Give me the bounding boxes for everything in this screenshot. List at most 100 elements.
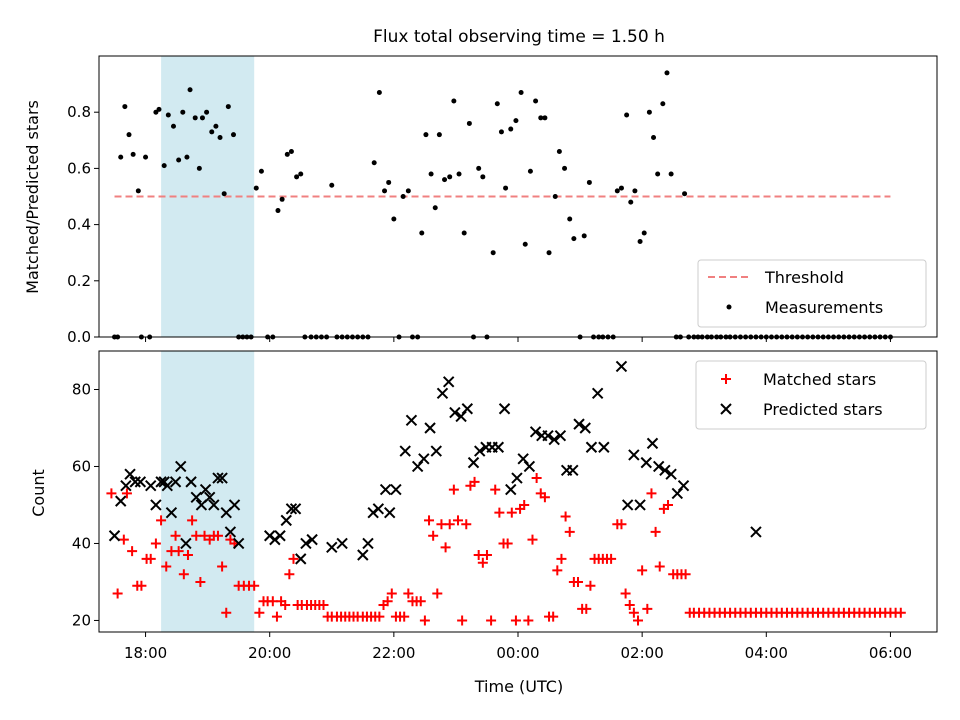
matched-point [654, 561, 665, 572]
measurement-point [518, 90, 524, 96]
measurement-point [641, 230, 647, 236]
measurement-point [204, 109, 210, 115]
matched-point [452, 515, 463, 526]
measurement-point [552, 194, 558, 199]
measurement-point [432, 205, 438, 211]
measurement-point [275, 208, 281, 214]
matched-point [374, 611, 385, 622]
bottom-xtick-label: 02:00 [621, 644, 664, 662]
measurement-point [637, 238, 643, 244]
bottom-legend: Matched stars Predicted stars [695, 360, 927, 430]
measurement-point [628, 199, 634, 205]
predicted-point [289, 503, 302, 515]
bottom-ytick-label: 40 [72, 534, 91, 552]
measurement-point [476, 165, 482, 171]
measurement-point [221, 191, 227, 197]
matched-point [182, 550, 193, 561]
matched-point [428, 530, 439, 541]
matched-point [415, 596, 426, 607]
bottom-xtick-label: 18:00 [124, 644, 167, 662]
predicted-point [390, 483, 402, 496]
measurement-point [213, 123, 219, 129]
predicted-point [300, 537, 312, 550]
matched-point [195, 576, 206, 587]
measurement-point [165, 112, 171, 118]
measurement-point [651, 134, 657, 140]
measurement-point [436, 132, 442, 138]
top-legend: Threshold Measurements [697, 259, 927, 328]
matched-point [156, 515, 167, 526]
measurement-point [618, 185, 624, 191]
predicted-point [474, 445, 486, 457]
measurement-point [391, 216, 397, 222]
measurement-point [533, 98, 539, 104]
measurement-point [660, 101, 666, 107]
predicted-point [134, 476, 147, 488]
measurement-point [527, 168, 533, 174]
predicted-point [517, 453, 529, 465]
measurement-point [122, 104, 128, 110]
predicted-point [372, 503, 385, 515]
predicted-point [124, 468, 136, 480]
measurement-point [135, 188, 141, 194]
top-ytick-label: 0.6 [67, 159, 91, 177]
matched-point [145, 553, 156, 564]
matched-point [510, 615, 521, 626]
matched-point [187, 515, 198, 526]
matched-point [212, 530, 223, 541]
legend-measurements-label: Measurements [765, 298, 883, 317]
predicted-point [455, 410, 467, 423]
predicted-point [505, 483, 517, 496]
predicted-point [659, 464, 671, 477]
legend-x-mark [720, 403, 732, 415]
matched-point [221, 607, 232, 618]
matched-point [620, 588, 631, 599]
matched-point [399, 611, 410, 622]
measurement-point [632, 188, 638, 194]
measurement-point [419, 230, 425, 236]
chart-title: Flux total observing time = 1.50 h [373, 27, 665, 47]
matched-point [527, 534, 538, 545]
matched-point [118, 534, 129, 545]
bottom-xtick-label: 04:00 [745, 644, 788, 662]
matched-point [432, 588, 443, 599]
measurement-point [447, 174, 453, 180]
predicted-point [120, 480, 132, 492]
measurement-point [199, 115, 205, 121]
matched-point [564, 526, 575, 537]
matched-point [127, 546, 138, 557]
matched-point [531, 473, 542, 484]
matched-point [121, 488, 132, 499]
matched-point [106, 488, 117, 499]
matched-point [288, 553, 299, 564]
matched-point [161, 561, 172, 572]
measurement-point [494, 101, 500, 107]
predicted-point [436, 387, 449, 400]
predicted-point [615, 360, 628, 373]
measurement-point [279, 196, 285, 202]
measurement-point [423, 132, 429, 138]
predicted-point [224, 526, 237, 538]
matched-point [469, 476, 480, 487]
matched-point [552, 565, 563, 576]
bottom-xtick-label: 00:00 [496, 644, 539, 662]
predicted-point [411, 460, 424, 473]
matched-point [280, 600, 291, 611]
measurement-point [556, 149, 562, 155]
measurement-point [126, 132, 132, 138]
matched-point [112, 588, 123, 599]
matched-point [637, 565, 648, 576]
measurement-point [655, 171, 661, 177]
measurement-point [490, 250, 496, 256]
predicted-point [232, 537, 245, 550]
predicted-point [150, 499, 162, 511]
predicted-point [442, 376, 455, 388]
predicted-point [216, 472, 228, 484]
legend-matched-swatch [721, 374, 731, 384]
matched-point [440, 542, 451, 553]
predicted-point [467, 456, 480, 469]
predicted-point [165, 506, 178, 519]
matched-point [628, 607, 639, 618]
predicted-point [554, 429, 567, 442]
matched-point [481, 550, 492, 561]
